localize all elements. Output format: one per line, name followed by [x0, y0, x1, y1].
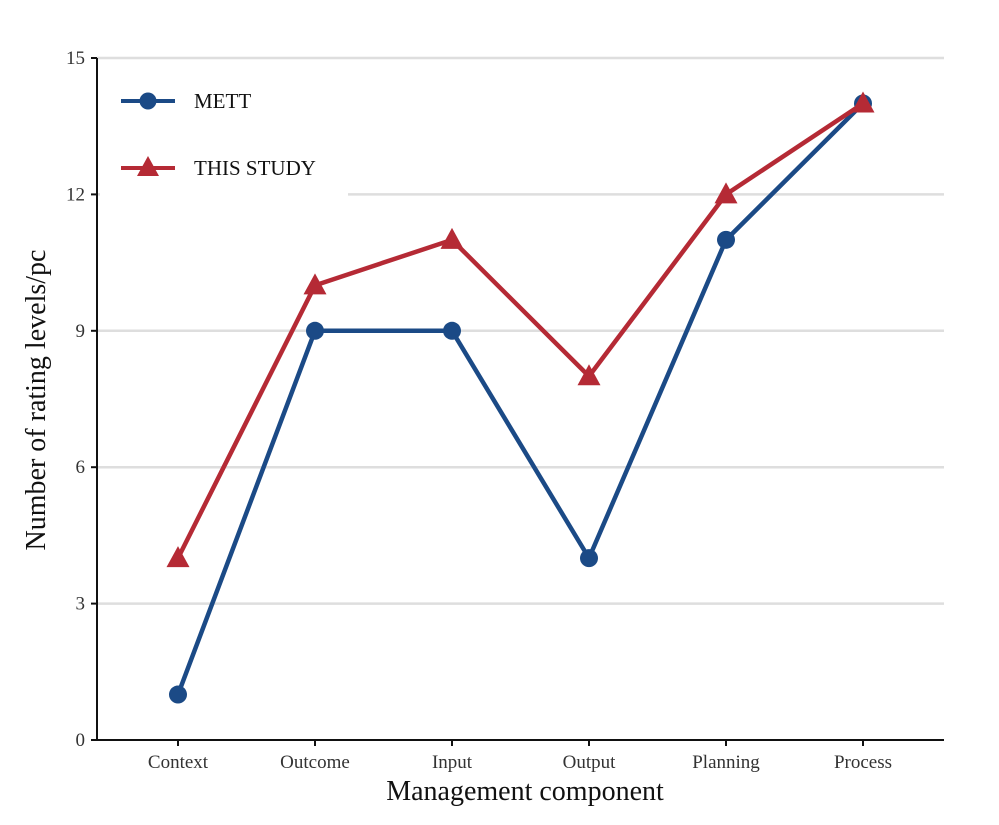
data-point-this-study	[851, 91, 875, 113]
x-ticks: Context Outcome Input Output Planning Process	[148, 740, 892, 773]
data-point-mett	[169, 685, 187, 704]
x-tick-label: Process	[834, 752, 892, 773]
axes	[96, 58, 944, 741]
data-point-mett	[717, 230, 735, 249]
series-group	[166, 91, 875, 704]
y-tick-label: 9	[76, 321, 86, 342]
legend-marker-this-study	[137, 156, 159, 176]
y-tick-label: 6	[76, 457, 86, 478]
y-axis-title: Number of rating levels/pc	[21, 250, 52, 551]
x-tick-label: Outcome	[280, 752, 350, 773]
legend-marker-mett	[139, 92, 157, 110]
y-tick-label: 15	[66, 48, 85, 69]
x-tick-label: Planning	[692, 752, 760, 773]
data-point-mett	[443, 321, 461, 340]
y-ticks: 0 3 6 9 12 15	[66, 48, 97, 751]
data-point-this-study	[440, 227, 464, 249]
data-point-this-study	[714, 182, 738, 204]
x-tick-label: Context	[148, 752, 209, 773]
x-tick-label: Input	[432, 752, 473, 773]
series-line-this-study	[175, 101, 866, 561]
data-point-this-study	[577, 364, 601, 386]
data-point-mett	[306, 321, 324, 340]
data-point-this-study	[303, 273, 327, 295]
series-line-mett	[175, 101, 866, 697]
y-tick-label: 12	[66, 184, 85, 205]
x-axis-title: Management component	[386, 776, 664, 807]
legend-label-this-study: THIS STUDY	[194, 156, 316, 180]
legend-label-mett: METT	[194, 89, 251, 113]
legend: METT THIS STUDY	[121, 89, 316, 180]
data-point-mett	[580, 549, 598, 568]
x-tick-label: Output	[563, 752, 617, 773]
data-point-this-study	[166, 546, 190, 568]
y-tick-label: 3	[76, 594, 86, 615]
y-tick-label: 0	[76, 730, 86, 751]
